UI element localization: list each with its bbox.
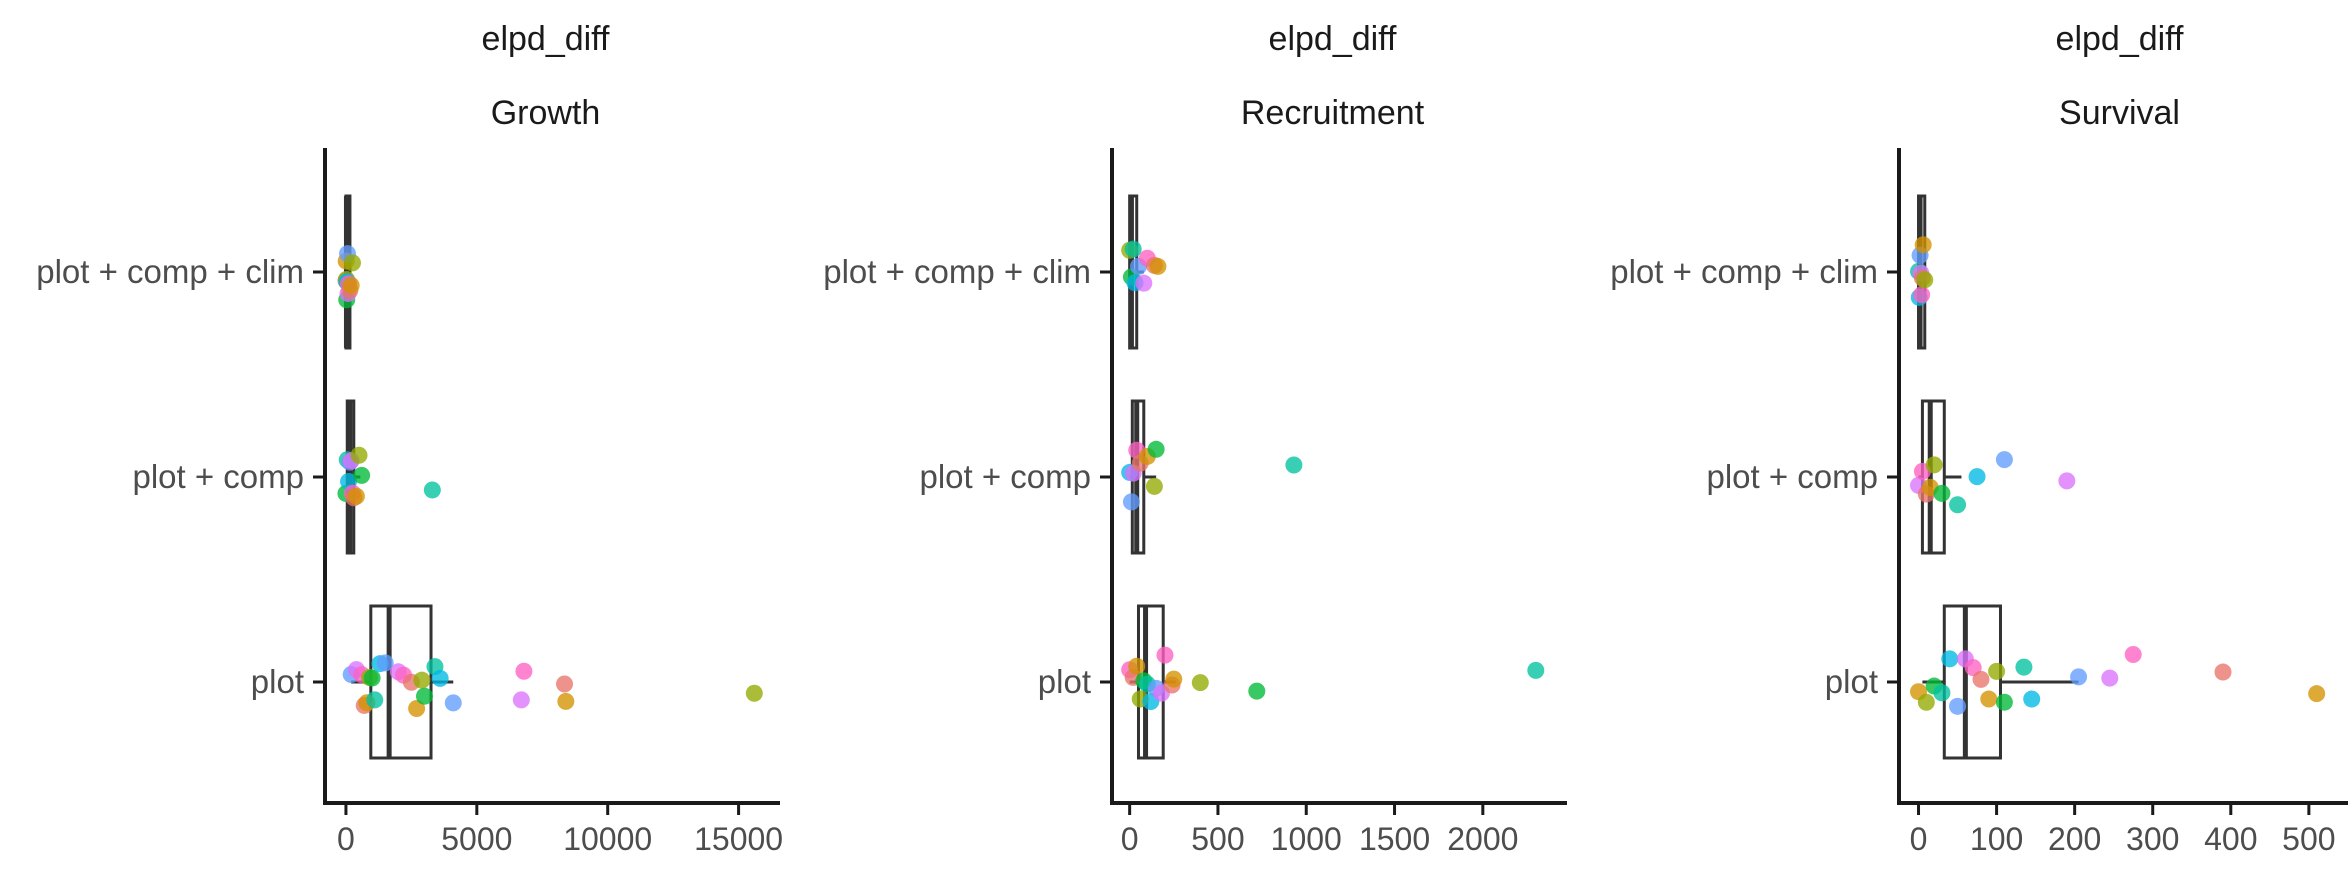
- data-point: [1147, 440, 1165, 458]
- x-tick-label: 15000: [694, 821, 783, 857]
- data-point: [2015, 658, 2033, 676]
- x-tick-label: 0: [1121, 821, 1139, 857]
- x-tick-label: 0: [337, 821, 355, 857]
- points-group: [1121, 240, 1545, 710]
- data-point: [1925, 456, 1943, 474]
- data-point: [2023, 690, 2041, 708]
- data-point: [413, 671, 431, 689]
- box-plot: [1942, 604, 2002, 760]
- x-tick-label: 500: [1191, 821, 1244, 857]
- data-point: [1941, 650, 1959, 668]
- data-point: [556, 675, 574, 693]
- data-point: [353, 466, 371, 484]
- strip-label: elpd_diff: [2056, 20, 2184, 58]
- y-tick-label: plot + comp + clim: [1610, 253, 1878, 290]
- data-point: [1122, 493, 1140, 511]
- panel-title: Recruitment: [1241, 94, 1425, 132]
- data-point: [1933, 484, 1951, 502]
- data-point: [2214, 663, 2232, 681]
- panel-title: Survival: [2059, 94, 2180, 132]
- data-point: [1916, 271, 1934, 289]
- data-point: [343, 254, 361, 272]
- points-group: [337, 245, 763, 717]
- data-point: [1914, 236, 1932, 254]
- data-point: [350, 446, 368, 464]
- strip-label: elpd_diff: [482, 20, 610, 58]
- data-point: [1980, 690, 1998, 708]
- data-point: [557, 692, 575, 710]
- panel-title: Growth: [491, 94, 601, 132]
- data-point: [745, 684, 763, 702]
- y-tick-label: plot: [1038, 663, 1091, 700]
- data-point: [1124, 240, 1142, 258]
- x-tick-label: 2000: [1447, 821, 1518, 857]
- y-tick-label: plot: [251, 663, 304, 700]
- data-point: [1248, 682, 1266, 700]
- data-point: [2058, 472, 2076, 490]
- data-point: [1285, 456, 1303, 474]
- data-point: [1913, 286, 1931, 304]
- data-point: [431, 669, 449, 687]
- x-tick-label: 100: [1970, 821, 2023, 857]
- data-point: [1191, 674, 1209, 692]
- data-point: [444, 694, 462, 712]
- x-tick-label: 1000: [1271, 821, 1342, 857]
- data-point: [2101, 669, 2119, 687]
- strip-label: elpd_diff: [1269, 20, 1397, 58]
- data-point: [376, 654, 394, 672]
- y-tick-label: plot + comp: [919, 458, 1091, 495]
- x-tick-label: 500: [2282, 821, 2335, 857]
- data-point: [1949, 697, 1967, 715]
- x-tick-label: 10000: [563, 821, 652, 857]
- y-tick-label: plot + comp + clim: [823, 253, 1091, 290]
- y-tick-label: plot + comp: [132, 458, 304, 495]
- data-point: [1156, 646, 1174, 664]
- data-point: [1128, 657, 1146, 675]
- x-tick-label: 300: [2126, 821, 2179, 857]
- data-point: [1149, 257, 1167, 275]
- data-point: [1917, 693, 1935, 711]
- data-point: [1995, 693, 2013, 711]
- x-tick-label: 400: [2204, 821, 2257, 857]
- points-group: [1910, 236, 2326, 715]
- data-point: [1968, 468, 1986, 486]
- data-point: [515, 662, 533, 680]
- data-point: [2124, 646, 2142, 664]
- data-point: [1995, 451, 2013, 469]
- data-point: [1145, 477, 1163, 495]
- data-point: [342, 276, 360, 294]
- data-point: [1135, 274, 1153, 292]
- data-point: [1527, 661, 1545, 679]
- data-point: [512, 691, 530, 709]
- data-point: [2070, 668, 2088, 686]
- data-point: [1933, 684, 1951, 702]
- data-point: [1165, 670, 1183, 688]
- data-point: [423, 481, 441, 499]
- data-point: [1972, 670, 1990, 688]
- data-point: [363, 669, 381, 687]
- x-tick-label: 0: [1910, 821, 1928, 857]
- data-point: [366, 691, 384, 709]
- panel-survival: elpd_diff Survival plot + comp + clim plot …: [1610, 20, 2348, 857]
- data-point: [2308, 685, 2326, 703]
- x-tick-label: 1500: [1359, 821, 1430, 857]
- data-point: [347, 487, 365, 505]
- data-point: [1988, 662, 2006, 680]
- panel-recruitment: elpd_diff Recruitment plot + comp + clim pl…: [823, 20, 1567, 857]
- data-point: [408, 699, 426, 717]
- data-point: [415, 687, 433, 705]
- data-point: [1949, 496, 1967, 514]
- panel-growth: elpd_diff Growth plot + comp + clim plot + …: [36, 20, 783, 857]
- x-tick-label: 200: [2048, 821, 2101, 857]
- x-tick-label: 5000: [441, 821, 512, 857]
- y-tick-label: plot: [1825, 663, 1878, 700]
- y-tick-label: plot + comp: [1706, 458, 1878, 495]
- y-tick-label: plot + comp + clim: [36, 253, 304, 290]
